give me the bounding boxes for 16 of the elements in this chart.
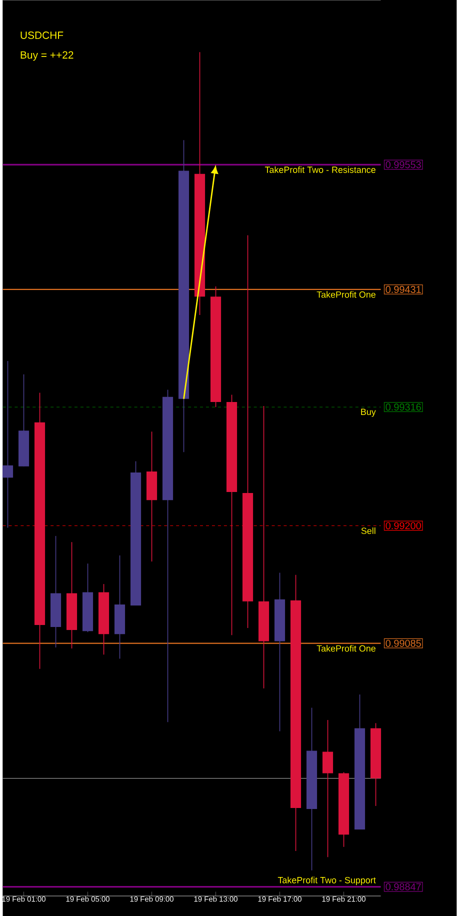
y-tick-label: 0.99316 [386, 404, 422, 411]
y-tick-label: 0.99085 [386, 640, 422, 647]
candlestick [322, 720, 334, 858]
ref-line-label: Sell [361, 527, 376, 534]
ref-line-label: TakeProfit Two - Resistance [265, 166, 376, 173]
y-tick-label: 0.99553 [386, 161, 422, 168]
y-tick-label: 0.99431 [386, 286, 422, 293]
ref-line-label: Buy [361, 408, 376, 417]
ref-line-label: TakeProfit One [316, 645, 376, 652]
candlestick [2, 360, 14, 528]
text: USDCHF [20, 32, 64, 39]
y-tick-label: 0.98847 [386, 883, 421, 890]
ref-line-label: TakeProfit Two - Support [278, 876, 376, 886]
y-tick-label: 0.99200 [386, 522, 422, 530]
text: Buy = ++22 [20, 51, 74, 61]
ref-line-label: TakeProfit One [316, 291, 376, 298]
